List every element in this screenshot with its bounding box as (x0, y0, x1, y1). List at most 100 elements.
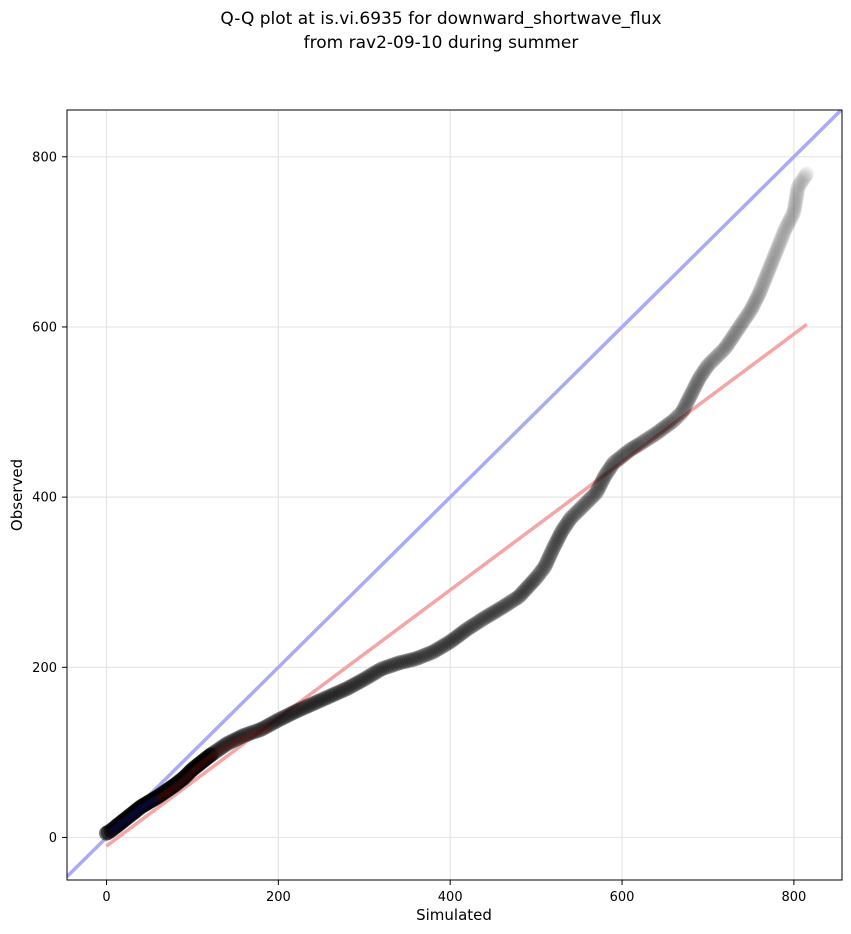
qq-point (756, 274, 772, 290)
qq-point-tint (179, 775, 188, 784)
qq-point (669, 409, 685, 425)
qq-point (378, 660, 394, 676)
qq-point (328, 686, 344, 702)
qq-point (604, 457, 620, 473)
qq-point (648, 425, 664, 441)
qq-point (386, 657, 402, 673)
qq-point-tint (167, 785, 176, 794)
qq-point (773, 232, 789, 248)
qq-point (228, 731, 244, 747)
qq-point-tint (106, 827, 115, 836)
qq-point (427, 643, 443, 659)
qq-point (265, 715, 281, 731)
qq-point-tint (171, 782, 180, 791)
qq-point (270, 712, 286, 728)
qq-point-tint (166, 786, 175, 795)
qq-point (232, 729, 248, 745)
qq-point (578, 495, 594, 511)
qq-point (542, 546, 558, 562)
qq-point (425, 644, 441, 660)
qq-point (558, 518, 574, 534)
qq-point (671, 407, 687, 423)
qq-point (333, 683, 349, 699)
qq-point (592, 477, 608, 493)
qq-point (517, 582, 533, 598)
qq-point-tint (148, 796, 157, 805)
qq-point (538, 557, 554, 573)
qq-point (710, 347, 726, 363)
qq-point (660, 416, 676, 432)
qq-point (496, 599, 512, 615)
qq-point (789, 187, 805, 203)
qq-point (257, 719, 273, 735)
qq-point (515, 584, 531, 600)
qq-point (514, 586, 530, 602)
qq-point (518, 581, 534, 597)
qq-point (760, 264, 776, 280)
qq-point (585, 488, 601, 504)
qq-point (364, 667, 380, 683)
qq-point-tint (119, 817, 128, 826)
qq-point (511, 589, 527, 605)
qq-point (757, 272, 773, 288)
qq-point (541, 548, 557, 564)
qq-point (667, 411, 683, 427)
qq-point (522, 576, 538, 592)
qq-point (761, 262, 777, 278)
qq-point (247, 724, 263, 740)
qq-point (349, 675, 365, 691)
qq-point (435, 638, 451, 654)
qq-point-tint (212, 749, 221, 758)
x-tick-label: 0 (102, 890, 110, 905)
qq-point (603, 459, 619, 475)
qq-point-tint (147, 797, 156, 806)
qq-point (553, 525, 569, 541)
qq-point-tint (133, 806, 142, 815)
qq-point (438, 636, 454, 652)
qq-point-tint (157, 792, 166, 801)
qq-point (295, 700, 311, 716)
qq-point (473, 612, 489, 628)
qq-point (354, 672, 370, 688)
qq-point (794, 173, 810, 189)
qq-point (593, 475, 609, 491)
qq-point (341, 680, 357, 696)
qq-point-tint (224, 740, 233, 749)
qq-point (598, 466, 614, 482)
qq-point (727, 326, 743, 342)
qq-point (662, 415, 678, 431)
qq-point (687, 379, 703, 395)
qq-point (253, 721, 269, 737)
qq-point (602, 461, 618, 477)
qq-point-tint (124, 813, 133, 822)
qq-point (423, 645, 439, 661)
qq-point (356, 671, 372, 687)
qq-point (312, 692, 328, 708)
qq-point (743, 302, 759, 318)
qq-point (790, 179, 806, 195)
qq-point-tint (222, 741, 231, 750)
qq-point (401, 652, 417, 668)
qq-point (566, 507, 582, 523)
qq-point (647, 427, 663, 443)
qq-point (759, 266, 775, 282)
qq-point-tint (116, 820, 125, 829)
qq-point (268, 713, 284, 729)
qq-point-tint (228, 739, 237, 748)
qq-point (742, 304, 758, 320)
qq-point (688, 378, 704, 394)
chart-title-line-2: from rav2-09-10 during summer (304, 33, 579, 53)
qq-point (775, 227, 791, 243)
qq-point (331, 684, 347, 700)
qq-point-tint (246, 731, 255, 740)
qq-point-tint (203, 755, 212, 764)
qq-point (225, 733, 241, 749)
qq-point (771, 236, 787, 252)
qq-point-tint (114, 821, 123, 830)
qq-point-tint (210, 750, 219, 759)
qq-point (774, 230, 790, 246)
qq-point (605, 455, 621, 471)
qq-point-tint (252, 728, 261, 737)
qq-point (217, 737, 233, 753)
qq-point (731, 320, 747, 336)
